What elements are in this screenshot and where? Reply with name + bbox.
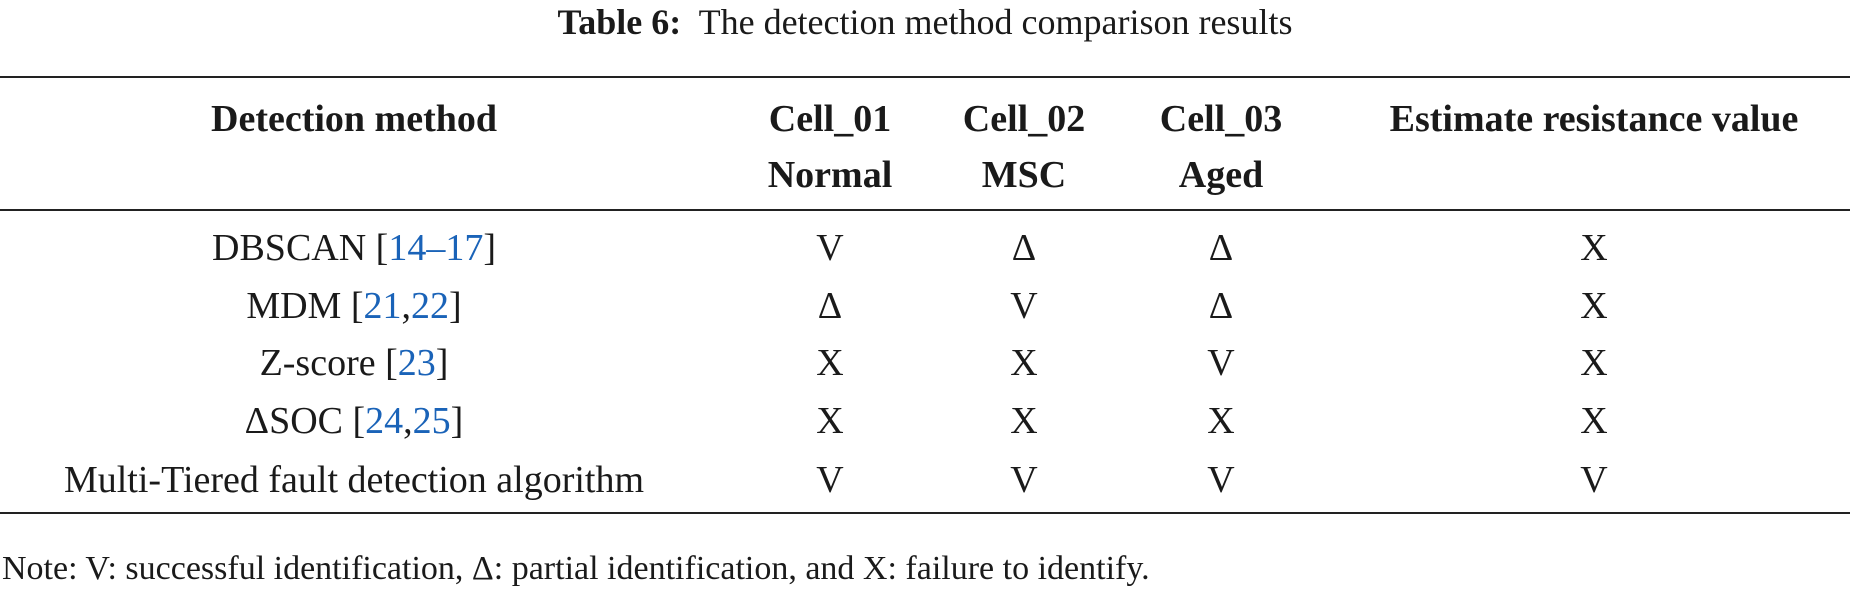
method-text: MDM [ — [246, 285, 364, 327]
result-cell: Δ — [817, 285, 843, 327]
method-text: , — [403, 400, 413, 442]
table-note: Note: V: successful identification, Δ: p… — [2, 550, 1150, 587]
bottom-rule — [0, 512, 1850, 514]
result-cell: V — [1010, 459, 1038, 501]
result-cell: X — [1207, 400, 1235, 442]
method-text: ] — [435, 342, 449, 384]
column-header: Cell_03 Aged — [1160, 100, 1282, 212]
result-cell: V — [1207, 459, 1235, 501]
result-cell: V — [1010, 285, 1038, 327]
result-cell: X — [1010, 342, 1038, 384]
result-cell: V — [1207, 342, 1235, 384]
result-cell: X — [816, 400, 844, 442]
header-line: Estimate resistance value — [1389, 98, 1799, 140]
header-line: Detection method — [211, 98, 497, 140]
top-rule — [0, 76, 1850, 78]
citation-link[interactable]: 14–17 — [388, 227, 484, 269]
result-cell: Δ — [1011, 227, 1037, 269]
result-cell: V — [1580, 459, 1608, 501]
caption-text: The detection method comparison results — [698, 2, 1293, 42]
citation-link[interactable]: 21 — [363, 285, 402, 327]
method-text: ] — [483, 227, 496, 269]
method-text: Multi-Tiered fault detection algorithm — [63, 459, 645, 501]
result-cell: X — [1580, 400, 1608, 442]
result-cell: X — [1580, 342, 1608, 384]
header-line: Cell_02 — [962, 98, 1086, 140]
result-cell: V — [816, 459, 844, 501]
header-line: Cell_01 — [768, 98, 892, 140]
column-header: Estimate resistance value — [1390, 100, 1799, 156]
result-cell: X — [1580, 227, 1608, 269]
result-cell: Δ — [1208, 285, 1234, 327]
header-line: MSC — [981, 154, 1067, 196]
header-line: Cell_03 — [1159, 98, 1283, 140]
method-cell: Z-score [23] — [260, 344, 449, 382]
method-cell: DBSCAN [14–17] — [212, 229, 496, 267]
method-cell: Multi-Tiered fault detection algorithm — [64, 461, 644, 499]
method-cell: ΔSOC [24,25] — [245, 402, 464, 440]
citation-link[interactable]: 23 — [397, 342, 436, 384]
header-rule — [0, 209, 1850, 211]
caption: Table 6: The detection method comparison… — [0, 4, 1850, 40]
column-header: Cell_02 MSC — [963, 100, 1085, 212]
method-text: ] — [449, 285, 462, 327]
citation-link[interactable]: 24 — [365, 400, 404, 442]
method-text: , — [401, 285, 412, 327]
caption-label: Table 6: — [557, 2, 682, 42]
column-header: Cell_01 Normal — [768, 100, 893, 212]
method-text: ΔSOC [ — [244, 400, 366, 442]
result-cell: X — [816, 342, 844, 384]
result-cell: X — [1010, 400, 1038, 442]
result-cell: V — [816, 227, 844, 269]
citation-link[interactable]: 25 — [412, 400, 451, 442]
header-line: Aged — [1178, 154, 1264, 196]
column-header: Detection method — [211, 100, 497, 156]
result-cell: X — [1580, 285, 1608, 327]
method-text: DBSCAN [ — [212, 227, 389, 269]
method-text: ] — [450, 400, 464, 442]
header-line: Normal — [767, 154, 893, 196]
method-cell: MDM [21,22] — [246, 287, 461, 325]
citation-link[interactable]: 22 — [411, 285, 450, 327]
method-text: Z-score [ — [259, 342, 398, 384]
result-cell: Δ — [1208, 227, 1234, 269]
